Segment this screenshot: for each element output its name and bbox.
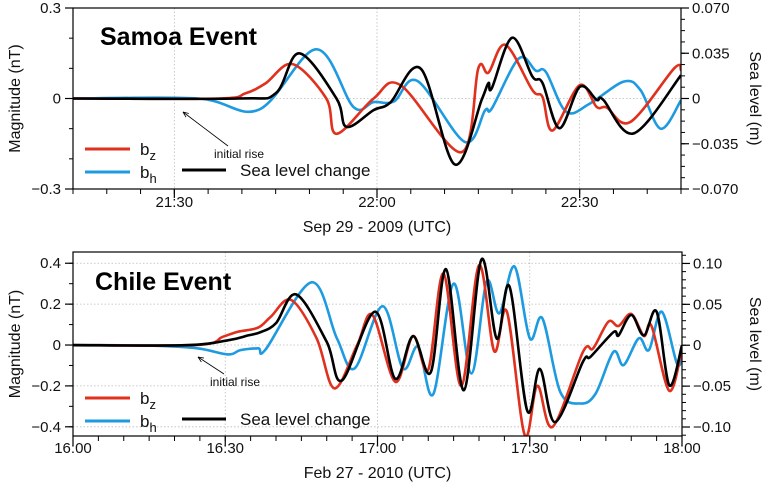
y2-tick-label: −0.035 — [692, 136, 738, 153]
legend-label-sea-level: Sea level change — [240, 410, 370, 429]
x-tick-label: 16:00 — [54, 440, 92, 457]
y2-tick-label: 0 — [692, 91, 700, 108]
legend-label-h: bh — [140, 163, 157, 186]
x-tick-label: 22:00 — [358, 194, 396, 211]
y-axis-label: Magnitude (nT) — [7, 290, 24, 399]
chart-panel-1: 21:30 22:00 22:30 −0.3 0 0.3 −0.070 −0.035 0 0.03… — [7, 0, 763, 236]
legend-label-z: bz — [140, 389, 156, 412]
y-tick-label: −0.2 — [31, 378, 61, 395]
y-axis-label: Magnitude (nT) — [7, 44, 24, 153]
x-tick-label: 17:30 — [511, 440, 549, 457]
y-tick-label: 0.2 — [40, 296, 61, 313]
y2-tick-label: −0.10 — [693, 419, 731, 436]
y2-tick-label: 0.035 — [692, 45, 730, 62]
y-tick-label: 0 — [53, 337, 61, 354]
x-tick-label: 18:00 — [663, 440, 701, 457]
y2-tick-label: 0.070 — [692, 0, 730, 17]
x-tick-label: 21:30 — [156, 194, 194, 211]
annotation-initial-rise: initial rise — [214, 147, 264, 161]
chart-panel-2: 16:00 16:30 17:00 17:30 18:00 −0.4 −0.2 0 0.2 0.4… — [7, 251, 763, 482]
annotation-arrow — [182, 111, 229, 147]
legend-label-sea-level: Sea level change — [240, 161, 370, 180]
y2-axis-label: Sea level (m) — [746, 297, 763, 391]
y2-axis-label: Sea level (m) — [746, 51, 763, 145]
x-axis-label: Sep 29 - 2009 (UTC) — [303, 219, 452, 236]
x-axis-label: Feb 27 - 2010 (UTC) — [304, 465, 452, 482]
y-tick-label: −0.4 — [31, 419, 61, 436]
y-tick-label: 0.4 — [40, 255, 61, 272]
annotation-arrow — [197, 356, 225, 375]
chart-title: Chile Event — [95, 268, 232, 296]
legend-label-h: bh — [140, 412, 157, 435]
series-line-b-h — [73, 47, 681, 144]
series-line-b-z — [73, 43, 681, 154]
series-line-b-h — [73, 265, 682, 405]
x-tick-label: 17:00 — [359, 440, 397, 457]
x-tick-label: 22:30 — [561, 194, 599, 211]
y-tick-label: 0.3 — [40, 0, 61, 17]
y-tick-label: −0.3 — [31, 181, 61, 198]
y-tick-label: 0 — [53, 91, 61, 108]
x-tick-label: 16:30 — [206, 440, 244, 457]
annotation-initial-rise: initial rise — [210, 375, 260, 389]
y2-tick-label: 0.05 — [693, 296, 722, 313]
y2-tick-label: −0.05 — [693, 378, 731, 395]
series-line-b-z — [73, 263, 682, 436]
series-line-sea-level-change — [73, 257, 682, 424]
chart-title: Samoa Event — [100, 23, 258, 51]
series-line-sea-level-change — [73, 36, 681, 166]
y2-tick-label: −0.070 — [692, 181, 738, 198]
arrowhead-icon — [182, 111, 189, 118]
y2-tick-label: 0.10 — [693, 255, 722, 272]
y2-tick-label: 0 — [693, 337, 701, 354]
arrowhead-icon — [197, 356, 204, 363]
legend-label-z: bz — [140, 140, 156, 163]
